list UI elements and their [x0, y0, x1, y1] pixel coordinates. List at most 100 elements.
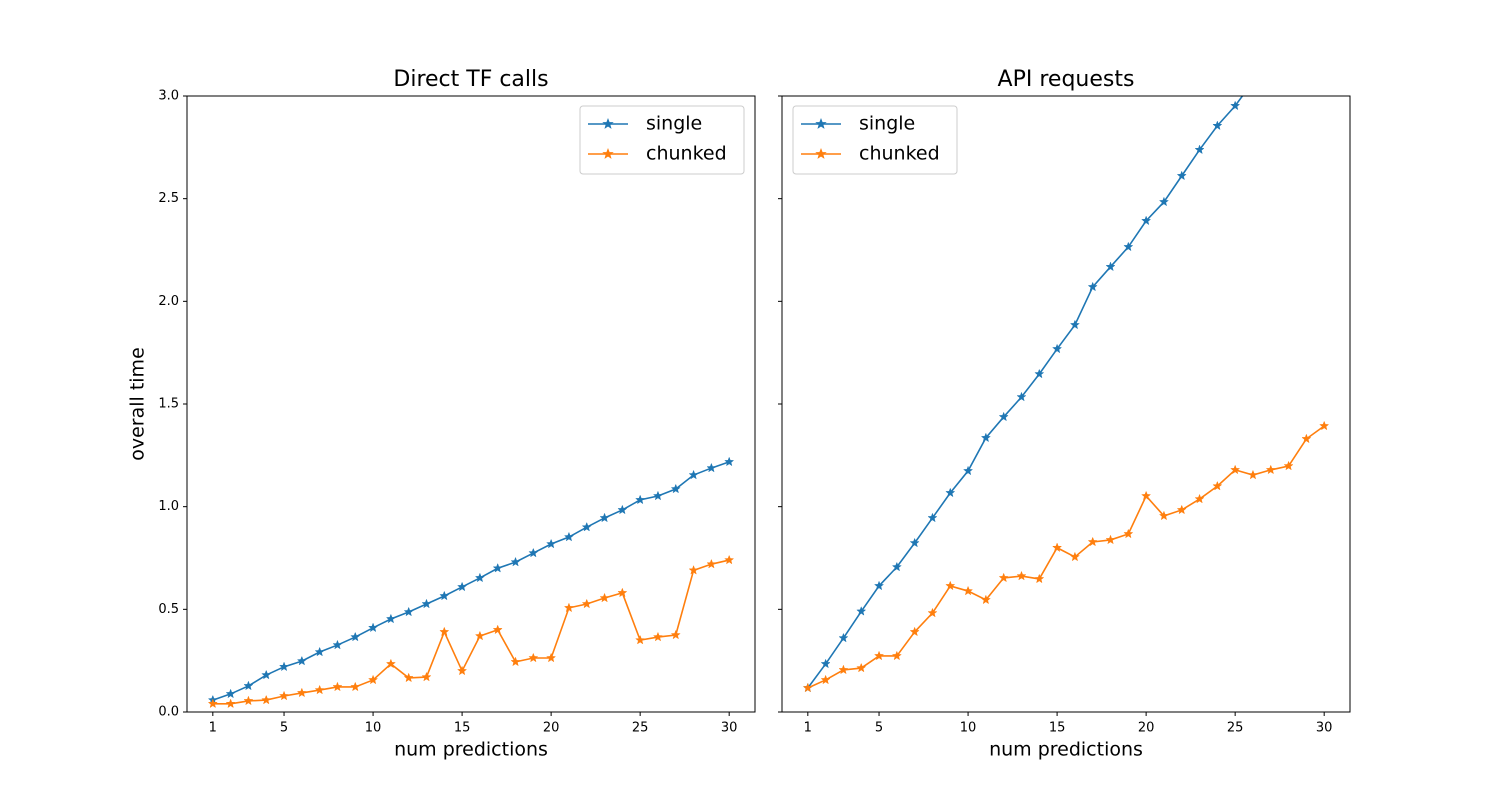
legend-box: [579, 105, 745, 175]
y-axis-label: overall time: [127, 347, 149, 461]
point-marker: [1302, 3, 1311, 11]
point-marker: [207, 698, 218, 709]
point-marker: [1247, 469, 1259, 480]
series-line: [212, 461, 730, 701]
y-tick-label: 1.0: [158, 499, 179, 514]
point-marker: [278, 690, 290, 701]
point-marker: [225, 688, 236, 699]
legend-marker: [815, 117, 827, 129]
point-marker: [1034, 368, 1045, 379]
point-marker: [546, 652, 557, 663]
x-tick-label: 1: [209, 721, 217, 736]
point-marker: [617, 504, 628, 515]
point-marker: [891, 650, 902, 661]
x-axis-label: num predictions: [394, 739, 548, 761]
point-marker: [563, 531, 574, 542]
point-marker: [706, 558, 717, 569]
point-marker: [1123, 241, 1134, 252]
point-marker: [945, 487, 956, 498]
series-line: [807, 96, 1244, 689]
point-marker: [1087, 281, 1098, 292]
point-marker: [1052, 542, 1063, 553]
point-marker: [368, 622, 379, 633]
point-marker: [1283, 460, 1294, 471]
point-marker: [1194, 144, 1205, 155]
point-marker: [1016, 570, 1027, 581]
point-marker: [927, 512, 938, 523]
x-tick-label: 15: [1049, 721, 1066, 736]
point-marker: [802, 682, 813, 693]
point-marker: [332, 681, 343, 692]
point-marker: [1194, 493, 1205, 504]
legend-marker: [815, 147, 827, 159]
point-marker: [1141, 490, 1152, 501]
point-marker: [1158, 196, 1169, 207]
chart-title: Direct TF calls: [393, 67, 548, 92]
point-marker: [1212, 480, 1223, 491]
point-marker: [528, 547, 539, 558]
y-tick-label: 2.0: [158, 294, 179, 309]
legend-box: [792, 105, 958, 175]
point-marker: [688, 469, 699, 480]
y-tick-label: 1.5: [158, 397, 179, 412]
legend-marker: [602, 117, 614, 129]
point-marker: [980, 594, 991, 605]
point-marker: [563, 602, 574, 613]
point-marker: [945, 580, 956, 591]
axes-frame: [186, 95, 756, 713]
point-marker: [332, 639, 343, 650]
point-marker: [1284, 28, 1293, 36]
point-marker: [670, 629, 681, 640]
point-marker: [706, 462, 717, 473]
point-marker: [474, 572, 485, 583]
point-marker: [838, 664, 849, 675]
x-axis-label: num predictions: [989, 739, 1143, 761]
point-marker: [635, 494, 646, 505]
point-marker: [350, 681, 361, 692]
point-marker: [385, 613, 396, 624]
point-marker: [856, 606, 867, 616]
point-marker: [724, 456, 735, 467]
x-tick-label: 10: [365, 721, 382, 736]
point-marker: [1230, 100, 1241, 111]
point-marker: [670, 483, 681, 494]
point-marker: [856, 662, 867, 673]
point-marker: [873, 650, 885, 661]
x-tick-label: 1: [804, 721, 812, 736]
point-marker: [820, 674, 831, 685]
x-tick-label: 25: [632, 721, 649, 736]
legend-label: chunked: [646, 143, 727, 165]
x-tick-label: 5: [280, 721, 288, 736]
point-marker: [652, 631, 664, 642]
x-tick-label: 5: [875, 721, 883, 736]
point-marker: [261, 694, 272, 705]
point-marker: [1034, 573, 1045, 584]
point-marker: [1016, 391, 1027, 402]
point-marker: [296, 655, 307, 666]
point-marker: [963, 465, 974, 476]
point-marker: [385, 658, 396, 669]
point-marker: [963, 585, 974, 596]
series-line: [807, 425, 1325, 689]
legend-label: single: [859, 113, 915, 135]
point-marker: [1319, 420, 1330, 431]
point-marker: [599, 592, 610, 603]
chart-title: API requests: [998, 67, 1135, 92]
point-marker: [998, 572, 1009, 583]
point-marker: [1212, 120, 1223, 131]
point-marker: [891, 561, 902, 572]
y-tick-label: 0.5: [158, 602, 179, 617]
point-marker: [1158, 510, 1169, 521]
point-marker: [296, 687, 307, 698]
point-marker: [492, 562, 503, 573]
point-marker: [403, 672, 414, 683]
legend-label: chunked: [859, 143, 940, 165]
point-marker: [314, 684, 325, 695]
point-marker: [617, 587, 628, 598]
y-tick-label: 0.0: [158, 705, 179, 720]
point-marker: [421, 671, 432, 682]
point-marker: [457, 581, 468, 592]
point-marker: [599, 512, 610, 523]
point-marker: [439, 590, 450, 601]
point-marker: [1176, 170, 1187, 181]
